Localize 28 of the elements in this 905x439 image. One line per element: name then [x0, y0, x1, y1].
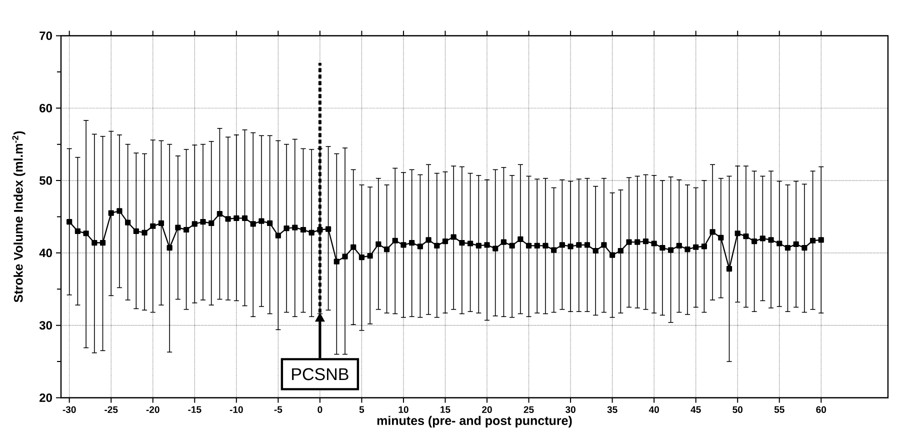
y-tick-label: 30 — [39, 321, 52, 330]
x-tick-label: 0 — [318, 406, 322, 413]
x-tick-label: 35 — [607, 406, 618, 413]
y-tick-label: 70 — [40, 31, 52, 40]
x-tick-label: 30 — [565, 406, 576, 413]
x-tick-label: 15 — [440, 406, 450, 413]
x-tick-label: 10 — [398, 406, 408, 413]
x-tick-label: 60 — [816, 406, 826, 413]
x-tick-label: 5 — [359, 406, 364, 413]
x-tick-label: 50 — [732, 406, 742, 413]
x-tick-label: -10 — [230, 406, 243, 413]
x-tick-label: 20 — [482, 406, 492, 413]
y-tick-label: 60 — [40, 104, 52, 112]
x-tick-label: -20 — [146, 406, 160, 413]
y-tick-label: 20 — [40, 393, 52, 402]
y-tick-label: 40 — [39, 248, 52, 258]
ref-line-label: PCSNB — [292, 368, 348, 380]
x-tick-label: 45 — [690, 406, 701, 413]
y-tick-label: 50 — [39, 176, 52, 185]
x-tick-label: 40 — [648, 406, 659, 413]
x-tick-label: 25 — [524, 406, 534, 413]
x-tick-label: -15 — [188, 406, 202, 413]
x-axis-title: minutes (pre- and post puncture) — [377, 416, 572, 428]
x-tick-label: 55 — [774, 406, 784, 413]
x-tick-label: -25 — [104, 406, 118, 413]
x-tick-label: -30 — [62, 406, 76, 413]
y-axis-title: Stroke Volume Index (ml.m$^{-2}$) — [12, 131, 26, 302]
x-tick-label: -5 — [274, 406, 282, 413]
